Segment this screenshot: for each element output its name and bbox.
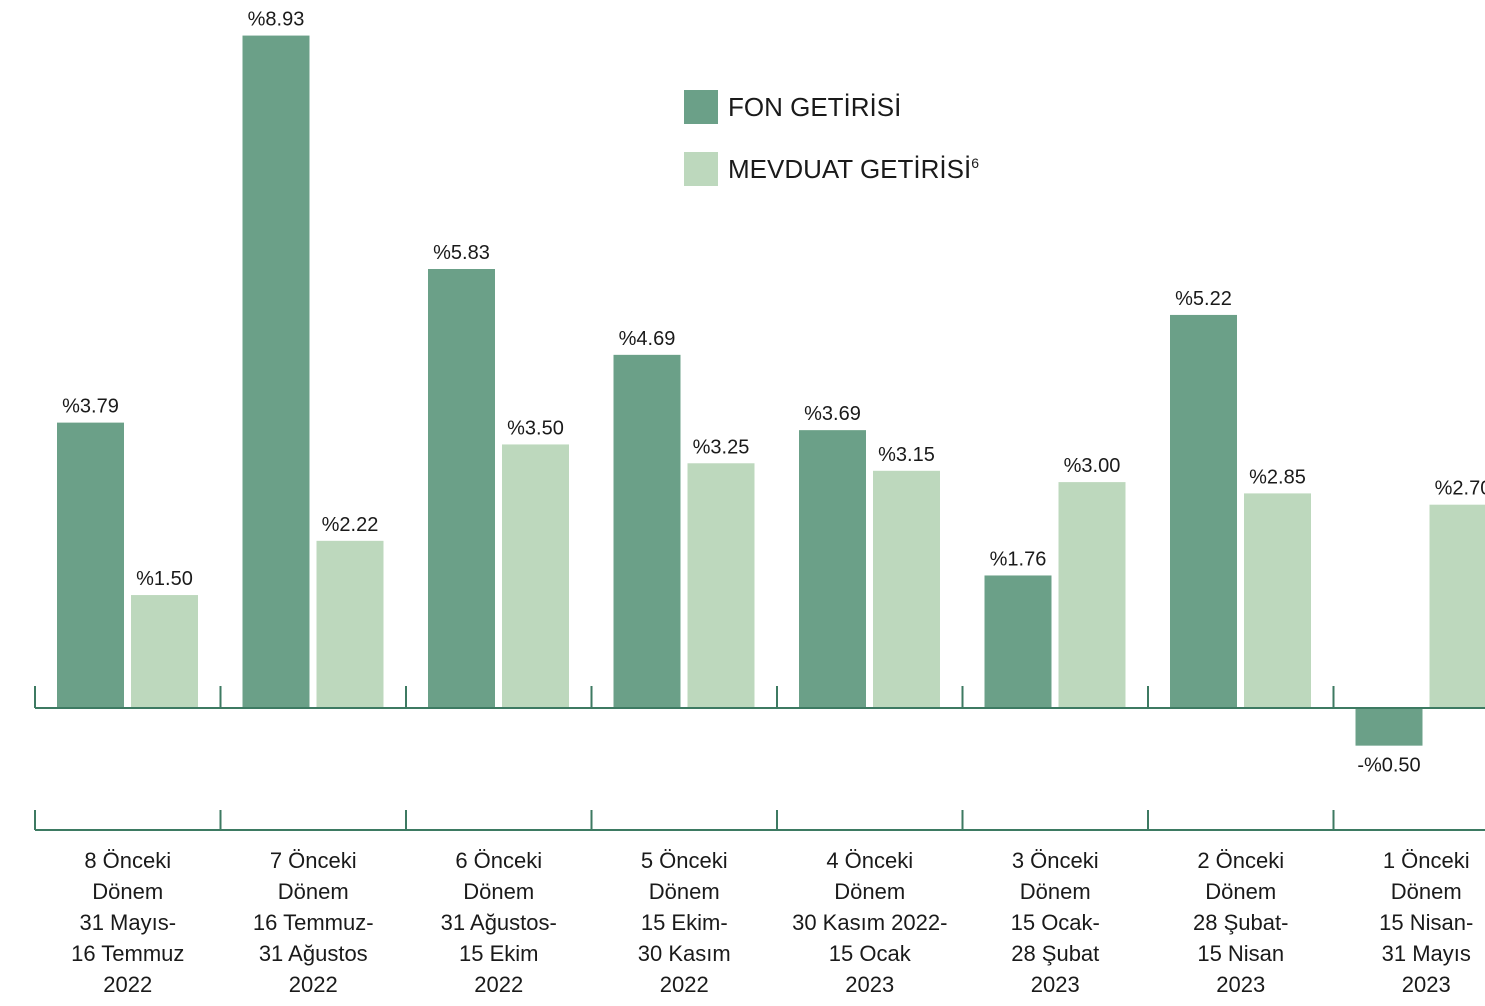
value-label-mevduat-2: %2.22 [322,514,379,536]
category-label-5-line-5: 2023 [845,972,894,997]
category-label-5: 4 Önceki Dönem 30 Kasım 2022- 15 Ocak 2023 [792,848,947,997]
category-label-7-line-4: 15 Nisan [1197,941,1284,966]
category-label-1-line-4: 16 Temmuz [71,941,184,966]
axes-layer [34,686,1485,831]
value-label-mevduat-3: %3.50 [507,417,564,439]
category-label-2-line-5: 2022 [289,972,338,997]
category-label-1-line-3: 31 Mayıs- [79,910,176,935]
value-label-mevduat-8: %2.70 [1435,478,1485,500]
category-label-2-line-2: Dönem [278,879,349,904]
value-label-fon-7: %5.22 [1175,288,1232,310]
category-label-2-line-4: 31 Ağustos [259,941,368,966]
value-label-mevduat-7: %2.85 [1249,466,1306,488]
bars-layer [57,35,1485,746]
category-label-7-line-3: 28 Şubat- [1193,910,1288,935]
category-label-6-line-4: 28 Şubat [1011,941,1099,966]
category-label-7-line-5: 2023 [1216,972,1265,997]
category-label-2: 7 Önceki Dönem 16 Temmuz- 31 Ağustos 2022 [253,848,374,997]
value-label-fon-2: %8.93 [248,9,305,31]
bar-mevduat-4 [687,463,755,708]
value-label-mevduat-5: %3.15 [878,444,935,466]
category-label-5-line-4: 15 Ocak [829,941,912,966]
legend-swatch-mevduat [684,152,718,186]
category-label-4-line-4: 30 Kasım [638,941,731,966]
category-label-6-line-5: 2023 [1031,972,1080,997]
category-label-3-line-4: 15 Ekim [459,941,538,966]
bar-mevduat-6 [1058,482,1126,708]
legend-label-fon: FON GETİRİSİ [728,92,901,122]
bar-fon-5 [799,430,866,708]
category-label-2-line-3: 16 Temmuz- [253,910,374,935]
bar-fon-2 [242,35,310,709]
bar-fon-7 [1170,314,1237,708]
category-label-3-line-2: Dönem [463,879,534,904]
category-label-3-line-5: 2022 [474,972,523,997]
category-label-1-line-5: 2022 [103,972,152,997]
legend-label-mevduat-sup: 6 [971,155,979,171]
legend-label-mevduat: MEVDUAT GETİRİSİ6 [728,154,979,184]
bar-fon-6 [984,575,1052,708]
bar-fon-1 [57,422,124,708]
category-label-8-line-4: 31 Mayıs [1382,941,1471,966]
category-label-3-line-3: 31 Ağustos- [441,910,557,935]
category-label-8-line-5: 2023 [1402,972,1451,997]
bar-fon-3 [428,269,495,708]
bar-mevduat-5 [873,470,940,708]
category-label-1: 8 Önceki Dönem 31 Mayıs- 16 Temmuz 2022 [71,848,184,997]
bar-fon-4 [613,354,681,708]
category-label-7-line-1: 2 Önceki [1197,848,1284,873]
category-label-2-line-1: 7 Önceki [270,848,357,873]
value-label-fon-1: %3.79 [62,396,119,418]
bar-mevduat-7 [1244,493,1311,708]
value-label-fon-6: %1.76 [990,548,1047,570]
value-labels-layer: %3.79 %1.50 %8.93 %2.22 %5.83 %3.50 %4.69 %3.25… [62,9,1485,777]
category-label-8-line-1: 1 Önceki [1383,848,1470,873]
value-label-fon-5: %3.69 [804,403,861,425]
bar-mevduat-2 [316,540,384,708]
category-label-3: 6 Önceki Dönem 31 Ağustos- 15 Ekim 2022 [441,848,557,997]
category-label-8-line-3: 15 Nisan- [1379,910,1473,935]
category-label-3-line-1: 6 Önceki [455,848,542,873]
bar-mevduat-8 [1429,504,1485,708]
category-label-6: 3 Önceki Dönem 15 Ocak- 28 Şubat 2023 [1011,848,1100,997]
category-label-4: 5 Önceki Dönem 15 Ekim- 30 Kasım 2022 [638,848,731,997]
category-label-1-line-2: Dönem [92,879,163,904]
legend: FON GETİRİSİ MEVDUAT GETİRİSİ6 [684,90,979,186]
category-label-1-line-1: 8 Önceki [84,848,171,873]
bar-mevduat-1 [131,595,198,708]
category-label-6-line-2: Dönem [1020,879,1091,904]
value-label-mevduat-4: %3.25 [693,436,750,458]
value-label-fon-3: %5.83 [433,242,490,264]
legend-swatch-fon [684,90,718,124]
category-label-4-line-2: Dönem [649,879,720,904]
value-label-mevduat-1: %1.50 [136,568,193,590]
category-label-6-line-1: 3 Önceki [1012,848,1099,873]
bar-mevduat-3 [502,444,569,708]
category-label-5-line-3: 30 Kasım 2022- [792,910,947,935]
category-label-7: 2 Önceki Dönem 28 Şubat- 15 Nisan 2023 [1193,848,1288,997]
legend-label-mevduat-text: MEVDUAT GETİRİSİ [728,154,971,184]
value-label-mevduat-6: %3.00 [1064,455,1121,477]
category-label-4-line-3: 15 Ekim- [641,910,728,935]
bar-fon-8 [1355,708,1423,746]
category-label-4-line-1: 5 Önceki [641,848,728,873]
category-label-6-line-3: 15 Ocak- [1011,910,1100,935]
value-label-fon-8: -%0.50 [1357,755,1420,777]
category-label-5-line-2: Dönem [834,879,905,904]
category-label-4-line-5: 2022 [660,972,709,997]
category-label-8-line-2: Dönem [1391,879,1462,904]
value-label-fon-4: %4.69 [619,328,676,350]
category-label-7-line-2: Dönem [1205,879,1276,904]
category-label-8: 1 Önceki Dönem 15 Nisan- 31 Mayıs 2023 [1379,848,1473,997]
category-label-5-line-1: 4 Önceki [826,848,913,873]
